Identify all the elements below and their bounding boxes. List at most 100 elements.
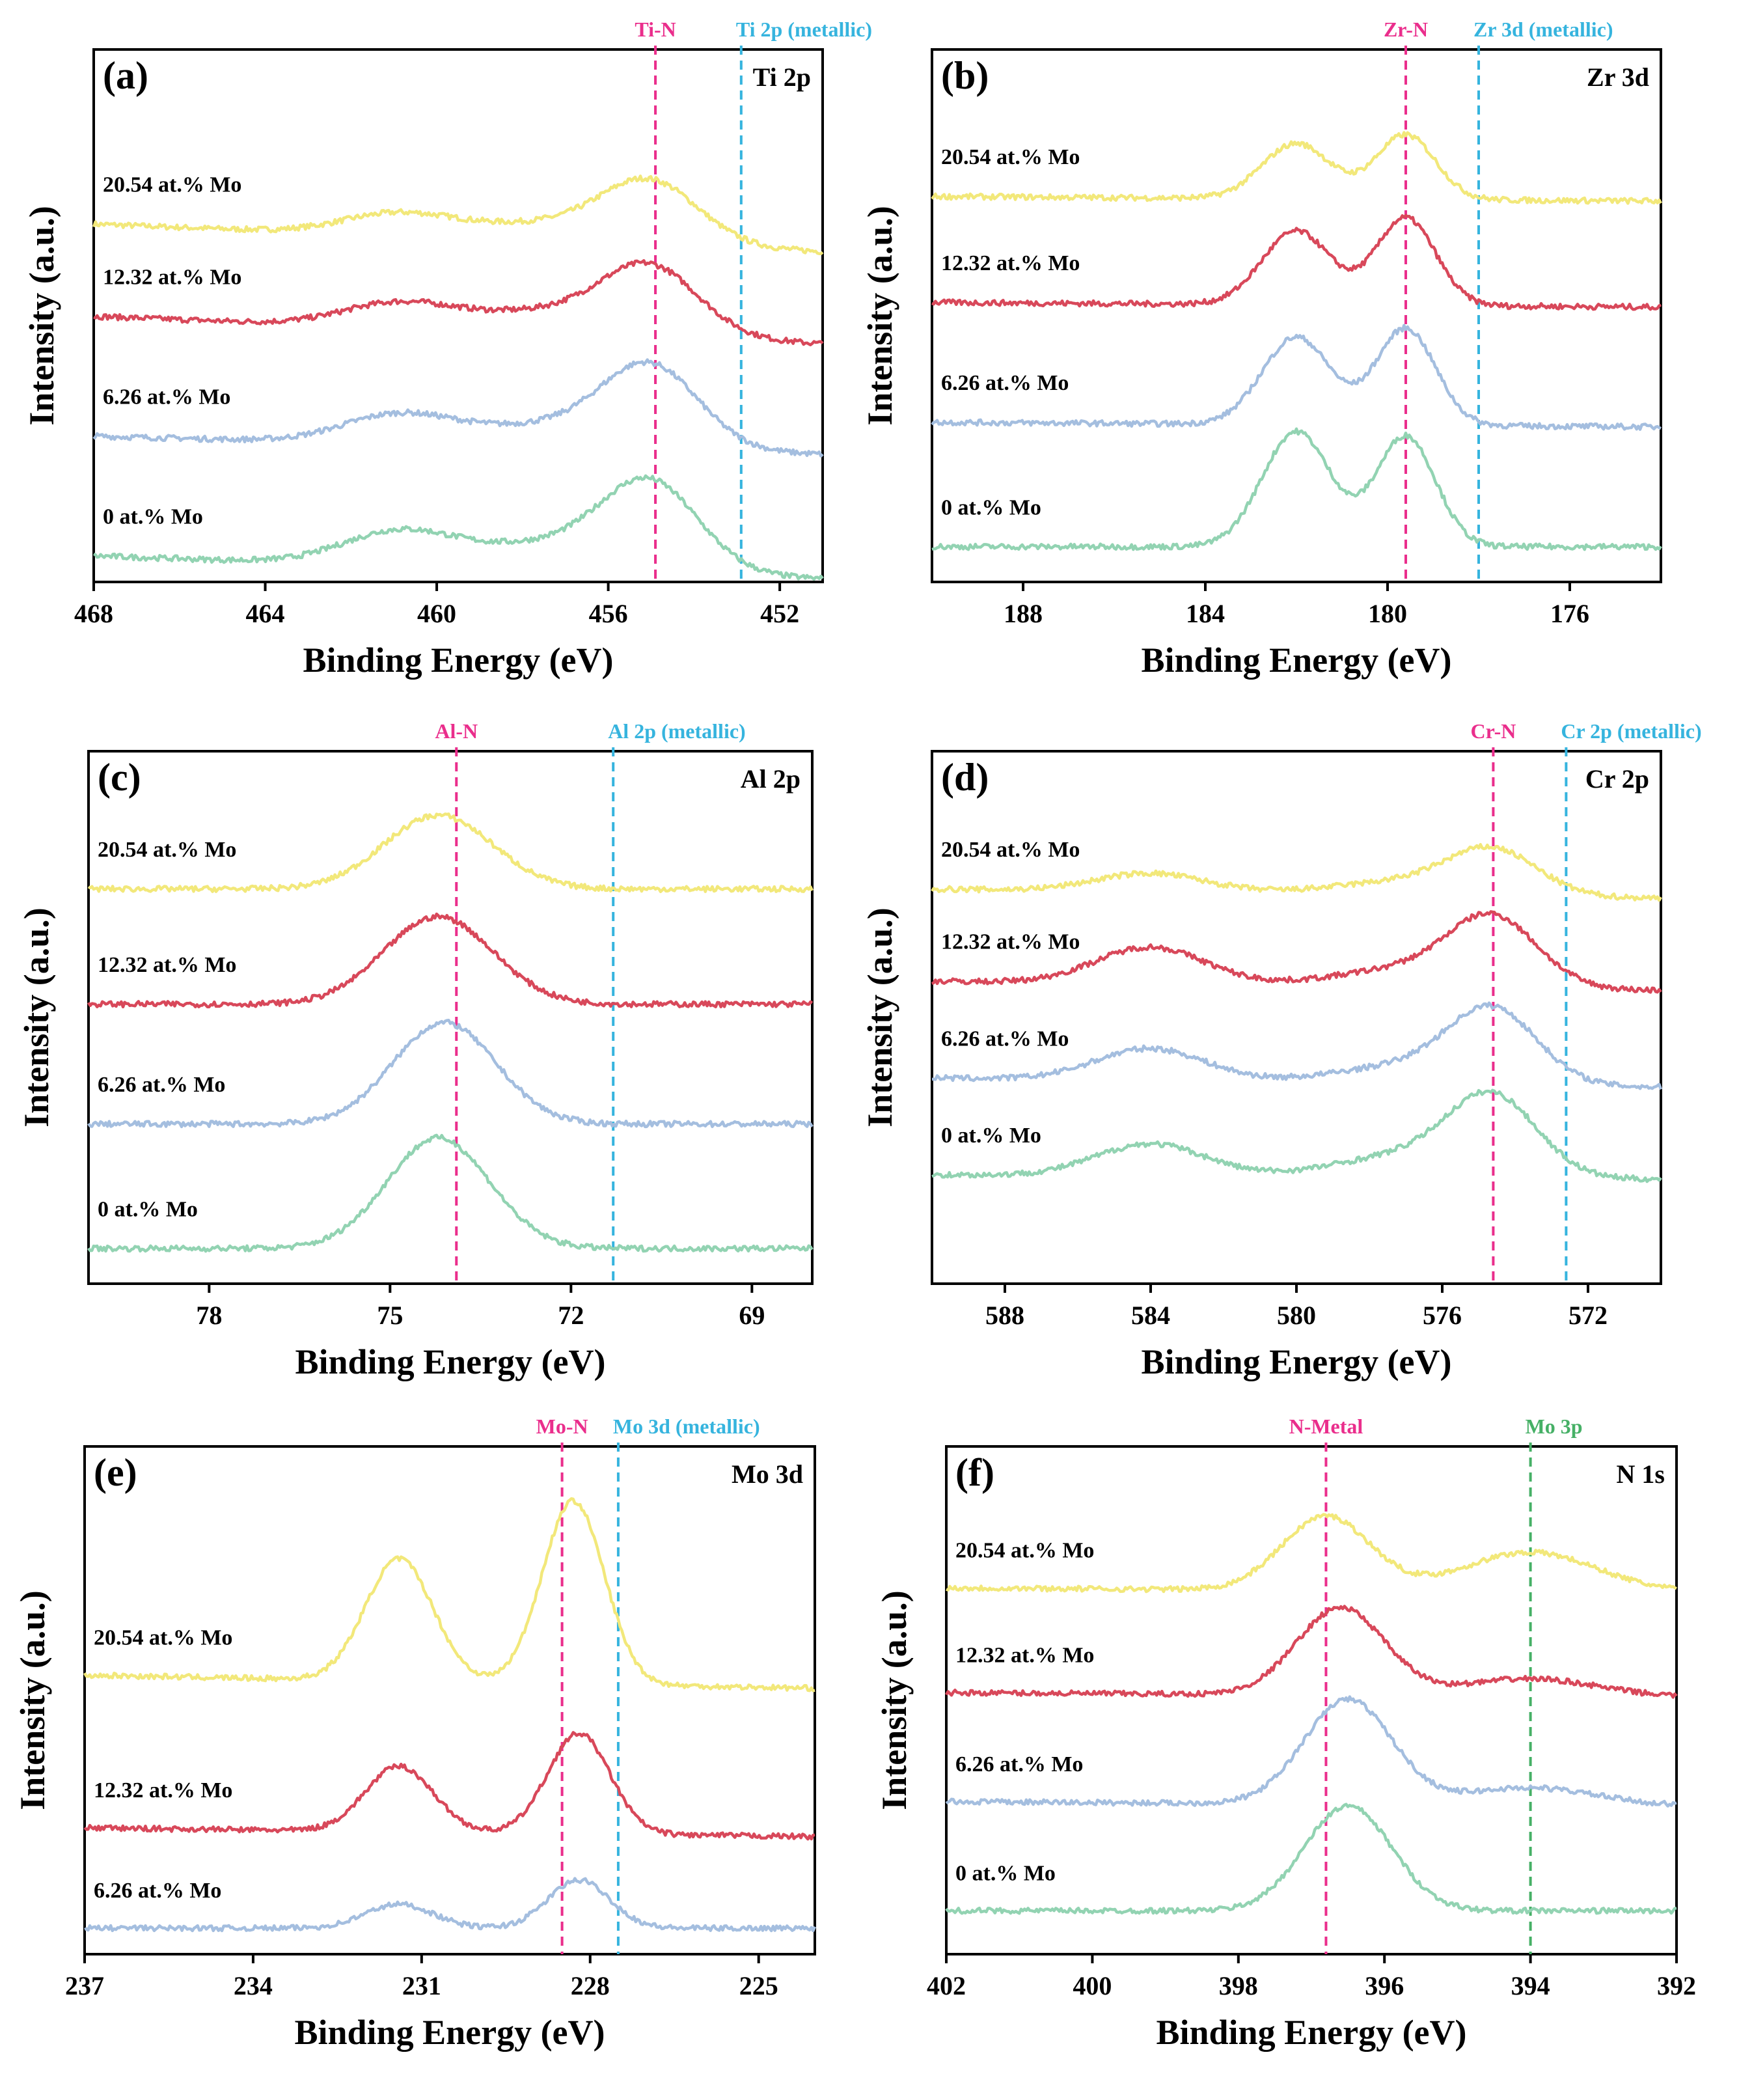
series-line — [92, 174, 824, 255]
x-axis-title: Binding Energy (eV) — [294, 2013, 605, 2052]
x-tick-label: 78 — [196, 1301, 222, 1330]
series-line — [93, 474, 824, 581]
panel-letter: (a) — [103, 54, 148, 97]
series-label: 12.32 at.% Mo — [955, 1643, 1094, 1667]
panel-letter: (c) — [98, 756, 141, 799]
core-level-label: Mo 3d — [732, 1459, 803, 1489]
x-tick-label: 184 — [1186, 599, 1225, 628]
panel-e: 237 234 231 228 225 Binding Energy (eV) Intens… — [13, 1415, 817, 2052]
core-level-label: Zr 3d — [1587, 62, 1649, 92]
y-axis-title: Intensity (a.u.) — [860, 907, 899, 1127]
series-line — [946, 1513, 1677, 1594]
plot-frame — [87, 750, 814, 1285]
panel-b: 188 184 180 176 Binding Energy (eV) Intensity… — [860, 18, 1662, 680]
panel-f: 402 400 398 396 394 392 Binding Energy (eV) Int… — [875, 1415, 1696, 2052]
x-tick-label: 225 — [739, 1971, 778, 2000]
x-tick-label: 176 — [1550, 599, 1589, 628]
series-label: 0 at.% Mo — [941, 1124, 1041, 1148]
series-label: 6.26 at.% Mo — [955, 1752, 1083, 1776]
x-tick-label: 456 — [589, 599, 628, 628]
series-label: 6.26 at.% Mo — [941, 1027, 1069, 1051]
x-tick-label: 400 — [1073, 1971, 1112, 2000]
series-label: 6.26 at.% Mo — [98, 1073, 225, 1097]
series-label: 20.54 at.% Mo — [941, 838, 1080, 862]
series-label: 20.54 at.% Mo — [941, 145, 1080, 169]
x-tick-label: 237 — [65, 1971, 104, 2000]
reference-label: Zr 3d (metallic) — [1473, 18, 1613, 41]
core-level-label: Cr 2p — [1585, 764, 1649, 794]
series-label: 20.54 at.% Mo — [103, 173, 241, 197]
x-tick-label: 228 — [571, 1971, 610, 2000]
series-line — [931, 427, 1662, 551]
y-axis-title: Intensity (a.u.) — [875, 1590, 914, 1810]
x-axis-title: Binding Energy (eV) — [295, 1342, 605, 1381]
x-tick-label: 234 — [234, 1971, 273, 2000]
panel-letter: (d) — [941, 756, 989, 799]
x-tick-label: 188 — [1004, 599, 1043, 628]
reference-label: Mo-N — [536, 1415, 588, 1438]
x-tick-label: 396 — [1365, 1971, 1404, 2000]
reference-label: Cr 2p (metallic) — [1561, 719, 1701, 743]
series-label: 12.32 at.% Mo — [941, 251, 1080, 275]
series-line — [931, 1001, 1663, 1090]
y-axis-title: Intensity (a.u.) — [860, 206, 899, 426]
x-tick-label: 398 — [1219, 1971, 1258, 2000]
x-axis-title: Binding Energy (eV) — [303, 641, 613, 680]
series-label: 6.26 at.% Mo — [94, 1879, 221, 1903]
x-tick-label: 452 — [760, 599, 799, 628]
x-tick-label: 394 — [1511, 1971, 1550, 2000]
panel-letter: (f) — [955, 1451, 994, 1494]
series-line — [83, 1731, 815, 1841]
x-tick-label: 580 — [1277, 1301, 1316, 1330]
reference-label: Zr-N — [1384, 18, 1428, 41]
x-tick-label: 588 — [985, 1301, 1024, 1330]
series-label: 0 at.% Mo — [98, 1197, 198, 1221]
series-line — [87, 912, 814, 1009]
reference-label: Cr-N — [1470, 719, 1516, 743]
series-label: 20.54 at.% Mo — [98, 838, 236, 862]
series-label: 0 at.% Mo — [103, 504, 203, 529]
series-label: 12.32 at.% Mo — [103, 265, 241, 289]
series-line — [87, 1018, 814, 1129]
reference-label: Mo 3p — [1526, 1415, 1583, 1438]
series-line — [931, 842, 1662, 902]
panel-d: 588 584 580 576 572 Binding Energy (eV) Intens… — [860, 719, 1702, 1381]
x-tick-label: 584 — [1131, 1301, 1170, 1330]
series-line — [93, 259, 824, 346]
core-level-label: N 1s — [1617, 1459, 1665, 1489]
x-tick-label: 180 — [1368, 599, 1407, 628]
series-line — [931, 324, 1662, 431]
x-axis-title: Binding Energy (eV) — [1156, 2013, 1466, 2052]
panel-letter: (e) — [94, 1451, 137, 1494]
reference-label: N-Metal — [1289, 1415, 1363, 1438]
series-line — [945, 1605, 1678, 1699]
x-tick-label: 72 — [558, 1301, 584, 1330]
series-line — [87, 1133, 814, 1253]
series-line — [931, 910, 1662, 994]
x-tick-label: 576 — [1423, 1301, 1462, 1330]
series-line — [84, 1877, 817, 1933]
series-label: 0 at.% Mo — [941, 495, 1041, 519]
series-line — [92, 358, 824, 458]
series-line — [931, 1088, 1662, 1183]
panel-c: 78 75 72 69 Binding Energy (eV) Intensity (a.… — [17, 719, 814, 1381]
plot-frame — [931, 48, 1662, 583]
series-line — [87, 812, 814, 894]
series-label: 20.54 at.% Mo — [94, 1626, 232, 1650]
y-axis-title: Intensity (a.u.) — [17, 907, 56, 1127]
x-axis-title: Binding Energy (eV) — [1141, 1342, 1451, 1381]
reference-label: Mo 3d (metallic) — [613, 1415, 760, 1438]
x-axis-title: Binding Energy (eV) — [1141, 641, 1451, 680]
x-tick-label: 69 — [739, 1301, 765, 1330]
panel-a: 468 464 460 456 452 Binding Energy (eV) Intens… — [22, 18, 872, 680]
reference-label: Al 2p (metallic) — [608, 719, 745, 743]
x-tick-label: 75 — [377, 1301, 403, 1330]
x-tick-label: 392 — [1657, 1971, 1696, 2000]
panel-letter: (b) — [941, 54, 989, 97]
reference-label: Ti 2p (metallic) — [736, 18, 872, 41]
plot-frame — [92, 48, 824, 583]
reference-label: Ti-N — [635, 18, 676, 41]
series-label: 6.26 at.% Mo — [103, 385, 230, 409]
series-line — [931, 214, 1662, 311]
